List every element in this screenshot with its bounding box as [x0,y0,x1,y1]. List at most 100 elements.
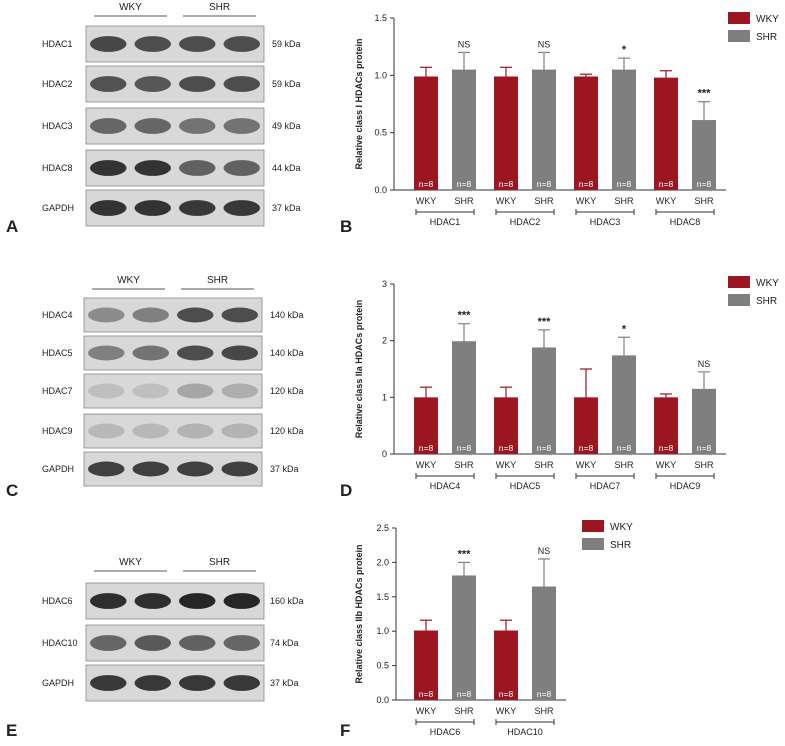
group-label: HDAC3 [590,217,621,227]
blot-row-label: HDAC9 [42,426,73,436]
bar-shr [612,69,636,190]
group-label: HDAC7 [590,481,621,491]
bar-wky [574,76,598,190]
protein-band [223,36,260,52]
x-tick-label: SHR [614,460,634,470]
x-tick-label: WKY [576,196,597,206]
n-label: n=8 [537,179,552,189]
x-tick-label: SHR [454,706,474,716]
panel-label-f: F [340,721,350,740]
n-label: n=8 [537,443,552,453]
y-tick-label: 2 [382,336,387,346]
protein-band [90,36,127,52]
bar-wky [414,397,438,454]
protein-band [177,423,214,439]
group-label: HDAC2 [510,217,541,227]
n-label: n=8 [499,689,514,699]
bar-shr [532,69,556,190]
blot-row-label: HDAC6 [42,596,73,606]
legend-label-shr: SHR [756,32,777,43]
bar-chart-1: 0.0 0.5 1.0 1.5 Relative class I HDACs prote… [354,12,779,227]
protein-band [88,461,125,477]
n-label: n=8 [419,689,434,699]
protein-band [88,423,125,439]
protein-band [179,200,216,216]
group-label-shr: SHR [209,2,230,13]
bar-chart-2: 0 1 2 3 Relative class IIa HDACs protein n=8 W… [354,276,779,491]
legend-label-shr: SHR [756,296,777,307]
n-label: n=8 [617,443,632,453]
bar-wky [654,77,678,190]
n-label: n=8 [579,443,594,453]
protein-band [132,383,169,399]
bar-chart-3: 0.0 0.5 1.0 1.5 2.0 2.5 Relative class IIb HDA… [354,520,633,737]
y-axis-label: Relative class IIb HDACs protein [354,544,364,683]
legend-label-wky: WKY [610,522,633,533]
bar-shr [452,575,476,700]
y-tick-label: 1 [382,392,387,402]
protein-band [132,461,169,477]
protein-band [90,160,127,176]
protein-band [179,675,216,691]
blot-row-size: 59 kDa [272,79,301,89]
blot-row-size: 44 kDa [272,163,301,173]
blot-row-label: GAPDH [42,203,74,213]
protein-band [132,345,169,361]
y-tick-label: 0.0 [376,695,389,705]
n-label: n=8 [499,179,514,189]
n-label: n=8 [579,179,594,189]
panel-label-e: E [6,721,17,740]
protein-band [221,461,258,477]
x-tick-label: WKY [496,706,517,716]
protein-band [132,307,169,323]
bar-shr [452,69,476,190]
x-tick-label: SHR [694,196,714,206]
blot-row-label: HDAC7 [42,386,73,396]
group-label: HDAC4 [430,481,461,491]
y-tick-label: 0.5 [376,661,389,671]
x-tick-label: WKY [416,460,437,470]
bar-shr [532,347,556,454]
x-tick-label: WKY [496,460,517,470]
significance-label: *** [458,548,472,560]
blot-row-size: 120 kDa [270,426,304,436]
n-label: n=8 [697,443,712,453]
blot-row-size: 160 kDa [270,596,304,606]
y-tick-label: 2.0 [376,557,389,567]
n-label: n=8 [499,443,514,453]
panel-label-a: A [6,217,18,236]
y-tick-label: 1.5 [374,13,387,23]
significance-label: * [622,44,627,56]
protein-band [223,160,260,176]
x-tick-label: SHR [534,706,554,716]
protein-band [134,118,171,134]
blot-row-label: GAPDH [42,678,74,688]
x-tick-label: SHR [694,460,714,470]
protein-band [223,675,260,691]
protein-band [134,593,171,609]
legend-swatch-shr [582,538,604,550]
n-label: n=8 [457,689,472,699]
significance-label: *** [458,310,472,322]
protein-band [90,593,127,609]
bar-shr [612,355,636,454]
group-label-shr: SHR [207,275,228,286]
bar-shr [692,120,716,190]
n-label: n=8 [419,179,434,189]
group-label-wky: WKY [119,557,142,568]
y-tick-label: 1.5 [376,592,389,602]
blot-row-label: HDAC3 [42,121,73,131]
x-tick-label: WKY [496,196,517,206]
x-tick-label: SHR [534,460,554,470]
y-tick-label: 2.5 [376,523,389,533]
blot-row-size: 140 kDa [270,310,304,320]
protein-band [88,307,125,323]
protein-band [134,76,171,92]
significance-label: *** [538,316,552,328]
y-axis-label: Relative class I HDACs protein [354,38,364,169]
blot-row-label: GAPDH [42,464,74,474]
blot-row-size: 140 kDa [270,348,304,358]
panel-label-b: B [340,217,352,236]
protein-band [134,200,171,216]
x-tick-label: WKY [656,460,677,470]
